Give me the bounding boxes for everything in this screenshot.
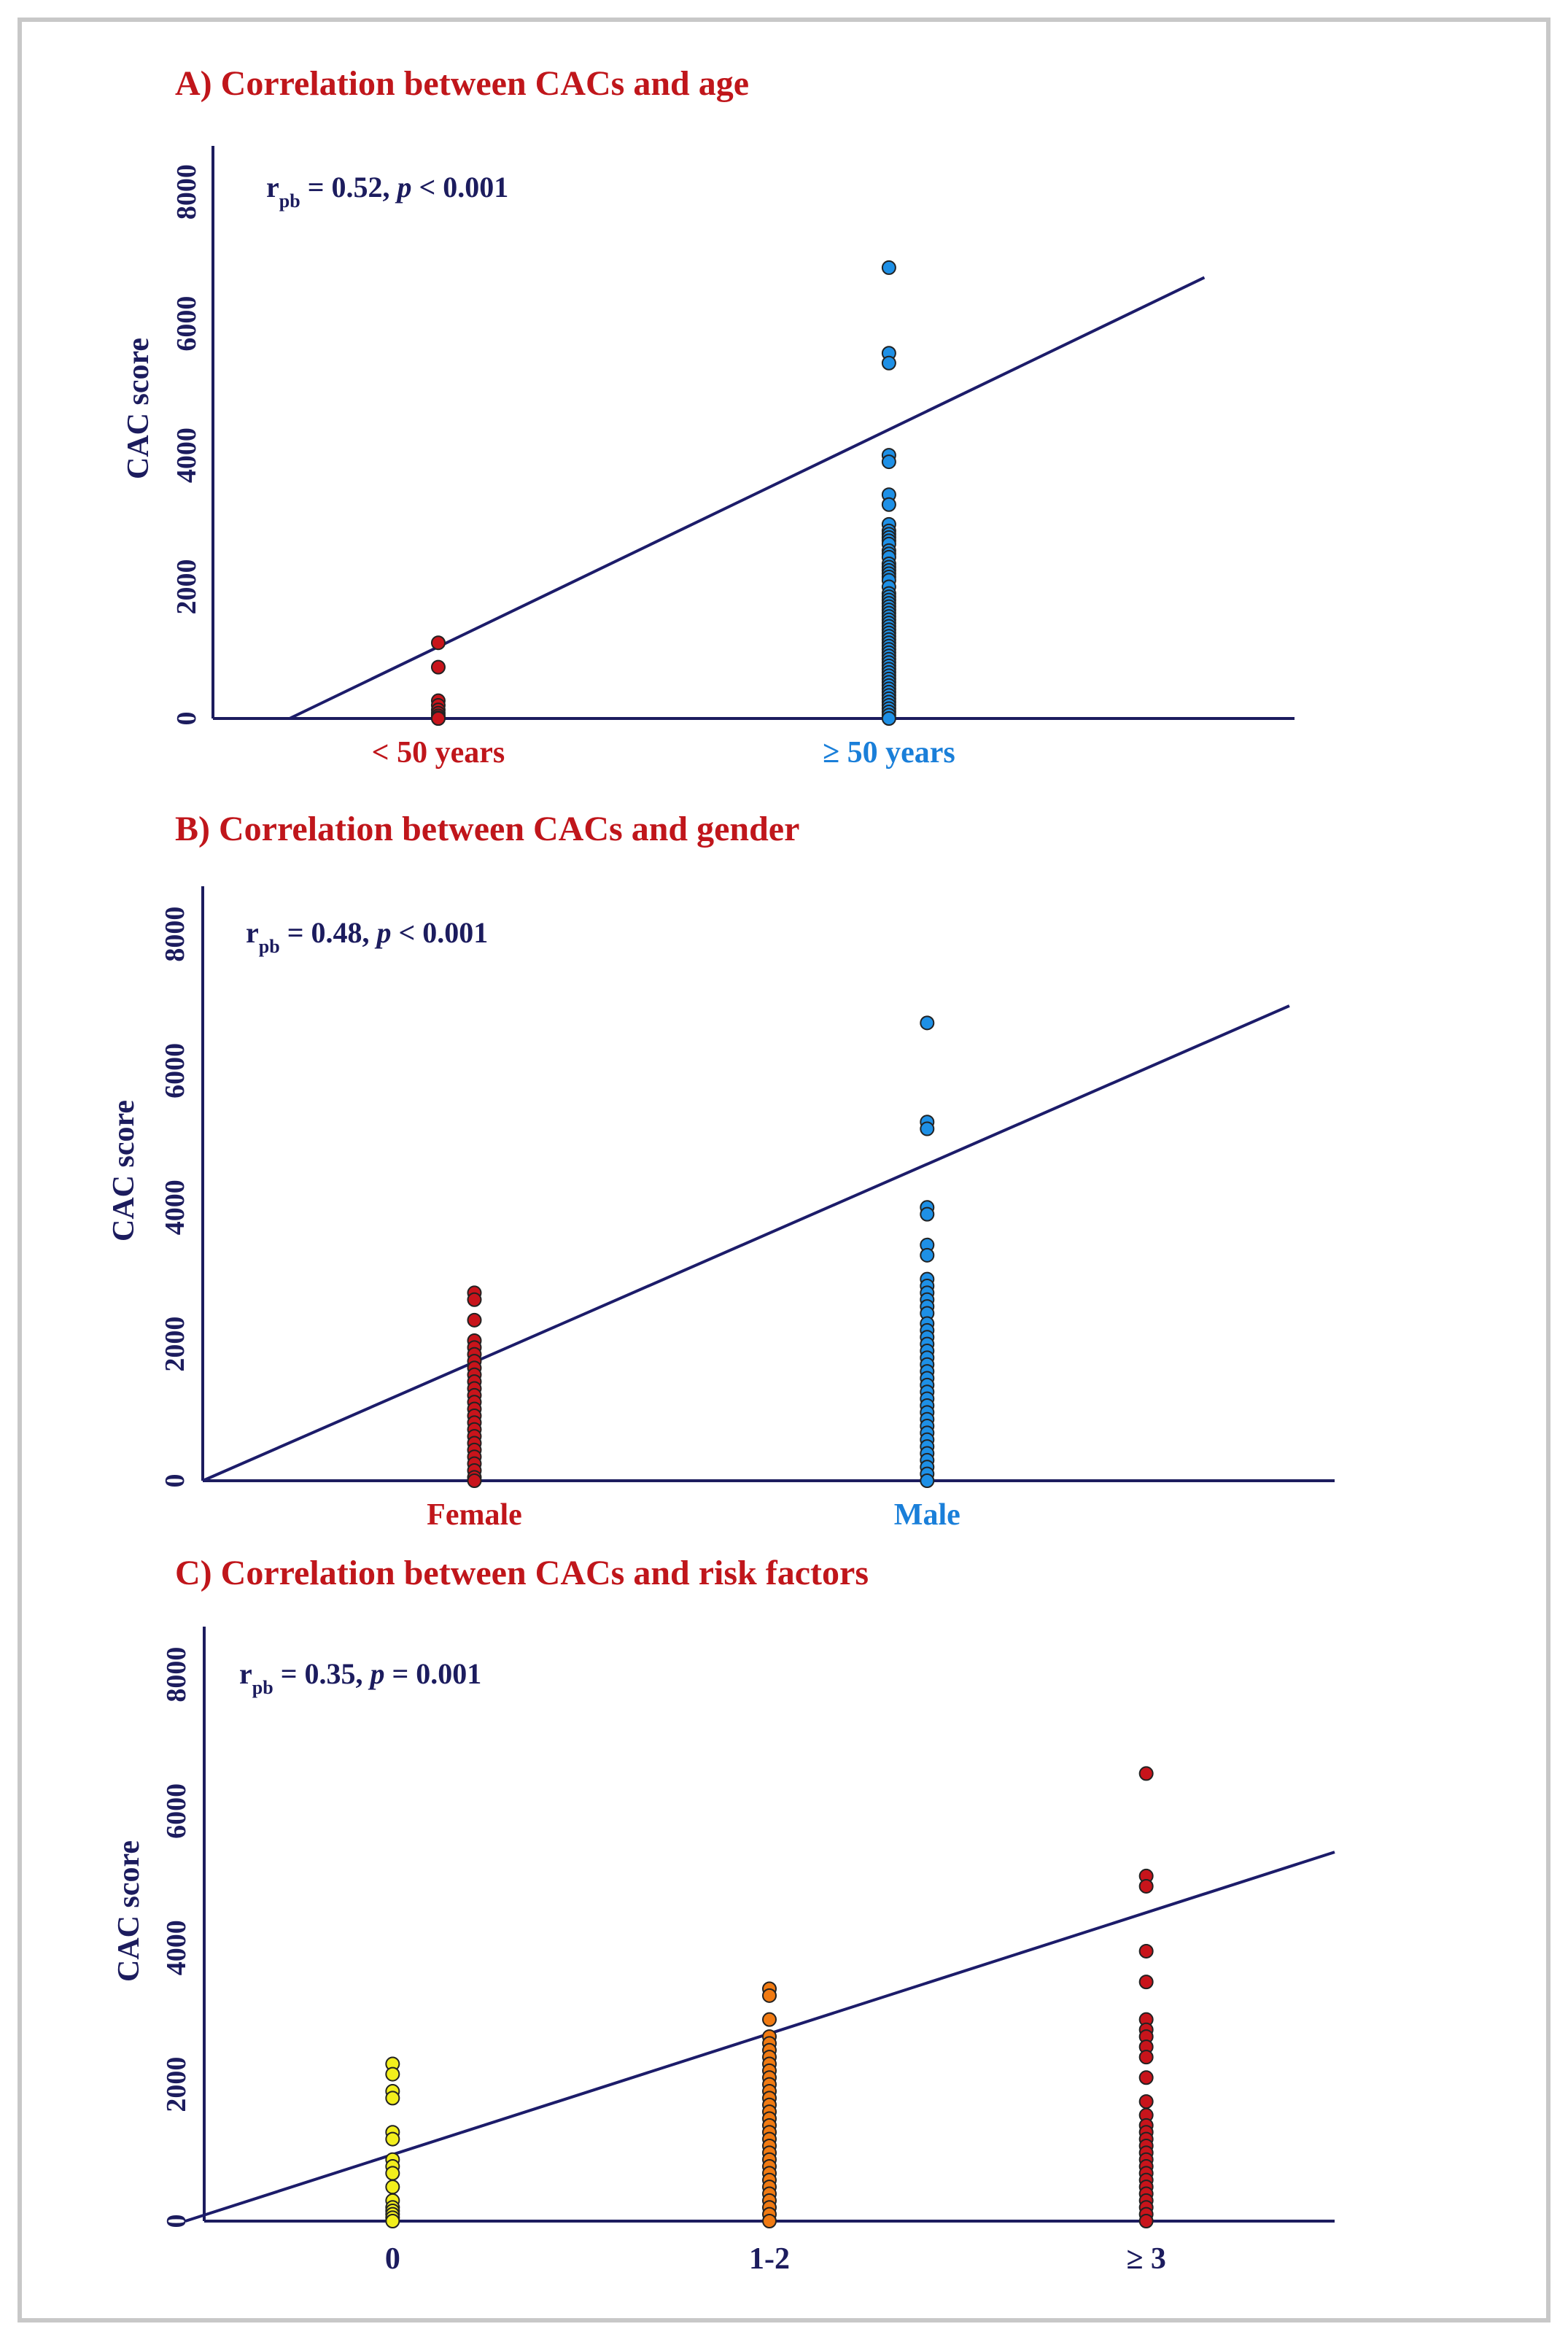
stat-r-subscript: pb — [279, 190, 300, 212]
panel-c-y-axis-label: CAC score — [112, 1840, 146, 1982]
data-point — [385, 2066, 400, 2082]
data-point — [385, 2166, 400, 2181]
data-point — [881, 355, 896, 371]
data-point — [762, 2214, 777, 2228]
panel-b-title: B) Correlation between CACs and gender — [175, 810, 799, 848]
x-category-label: Male — [894, 1498, 960, 1532]
data-point — [1138, 2214, 1154, 2228]
stat-p-value: < 0.001 — [391, 916, 488, 949]
panel-c-points — [385, 1766, 1154, 2228]
y-tick-label: 2000 — [161, 2057, 192, 2112]
panel-a-stat: rpb = 0.52, p < 0.001 — [266, 171, 508, 212]
stat-r: r — [266, 171, 279, 204]
panel-a-y-ticks: 0 2000 4000 6000 8000 — [171, 164, 202, 725]
y-tick-label: 8000 — [171, 164, 202, 220]
data-point — [1138, 1943, 1154, 1959]
panel-c-y-ticks: 0 2000 4000 6000 8000 — [161, 1647, 192, 2228]
data-point — [762, 2012, 777, 2027]
y-tick-label: 4000 — [160, 1179, 190, 1235]
data-point — [467, 1292, 482, 1307]
data-point — [920, 1473, 935, 1488]
y-tick-label: 6000 — [171, 296, 202, 352]
stat-p: p — [368, 1657, 384, 1690]
stat-p: p — [374, 916, 391, 949]
data-point — [881, 711, 896, 726]
data-point — [385, 2091, 400, 2106]
panel-b-x-categories: Female Male — [427, 1498, 960, 1532]
panel-a-fit-line — [289, 276, 1206, 720]
y-tick-label: 8000 — [160, 907, 190, 962]
y-tick-label: 2000 — [171, 559, 202, 615]
data-point — [920, 1121, 935, 1136]
stat-r-value: = 0.48, — [280, 916, 377, 949]
data-point — [467, 1312, 482, 1328]
stat-p: p — [395, 171, 411, 204]
data-point — [385, 2214, 400, 2228]
panel-a-y-axis-label: CAC score — [122, 338, 155, 479]
data-point — [385, 2131, 400, 2147]
panel-b-points — [467, 1015, 935, 1488]
data-point — [1138, 2094, 1154, 2110]
data-point — [430, 635, 446, 651]
panel-a-points — [430, 260, 896, 726]
data-point — [1138, 1975, 1154, 1990]
data-point — [881, 497, 896, 512]
y-tick-label: 2000 — [160, 1317, 190, 1372]
data-point — [1138, 2070, 1154, 2085]
panel-c: C) Correlation between CACs and risk fac… — [112, 1554, 1335, 2276]
data-point — [385, 2180, 400, 2195]
panel-b-y-ticks: 0 2000 4000 6000 8000 — [160, 907, 190, 1488]
panel-b-stat: rpb = 0.48, p < 0.001 — [246, 916, 488, 957]
x-category-label: < 50 years — [372, 736, 505, 770]
panel-a: A) Correlation between CACs and age rpb … — [122, 64, 1295, 770]
panel-a-x-categories: < 50 years ≥ 50 years — [372, 736, 955, 770]
x-category-label: 0 — [385, 2242, 400, 2276]
data-point — [1138, 1878, 1154, 1894]
stat-p-value: = 0.001 — [384, 1657, 481, 1690]
stat-r-value: = 0.35, — [273, 1657, 370, 1690]
stat-r: r — [239, 1657, 252, 1690]
y-tick-label: 8000 — [161, 1647, 192, 1702]
y-tick-label: 6000 — [161, 1783, 192, 1839]
data-point — [920, 1247, 935, 1263]
data-point — [430, 711, 446, 726]
data-point — [430, 659, 446, 675]
panel-b-fit-line — [202, 1004, 1290, 1482]
stat-p-value: < 0.001 — [411, 171, 508, 204]
data-point — [1138, 2050, 1154, 2065]
panel-b: B) Correlation between CACs and gender r… — [107, 810, 1335, 1532]
data-point — [920, 1206, 935, 1222]
x-category-label: ≥ 50 years — [823, 736, 955, 770]
panel-c-stat: rpb = 0.35, p = 0.001 — [239, 1657, 481, 1698]
panel-c-fit-line — [185, 1851, 1335, 2223]
data-point — [1138, 1766, 1154, 1781]
y-tick-label: 4000 — [171, 427, 202, 483]
x-category-label: ≥ 3 — [1126, 2242, 1166, 2276]
figure-frame — [18, 18, 1550, 2322]
data-point — [467, 1473, 482, 1488]
panel-a-title: A) Correlation between CACs and age — [175, 64, 749, 103]
stat-r: r — [246, 916, 259, 949]
x-category-label: Female — [427, 1498, 522, 1532]
data-point — [920, 1015, 935, 1031]
stat-r-value: = 0.52, — [300, 171, 397, 204]
panel-c-x-categories: 0 1-2 ≥ 3 — [385, 2242, 1166, 2276]
y-tick-label: 0 — [160, 1474, 190, 1488]
y-tick-label: 6000 — [160, 1043, 190, 1099]
y-tick-label: 4000 — [161, 1920, 192, 1975]
stat-r-subscript: pb — [259, 936, 280, 957]
stat-r-subscript: pb — [252, 1677, 273, 1698]
y-tick-label: 0 — [161, 2215, 192, 2228]
x-category-label: 1-2 — [749, 2242, 790, 2276]
panel-c-title: C) Correlation between CACs and risk fac… — [175, 1554, 869, 1592]
data-point — [881, 454, 896, 470]
data-point — [881, 260, 896, 275]
data-point — [762, 1988, 777, 2003]
y-tick-label: 0 — [171, 712, 202, 726]
panel-b-y-axis-label: CAC score — [107, 1100, 141, 1241]
